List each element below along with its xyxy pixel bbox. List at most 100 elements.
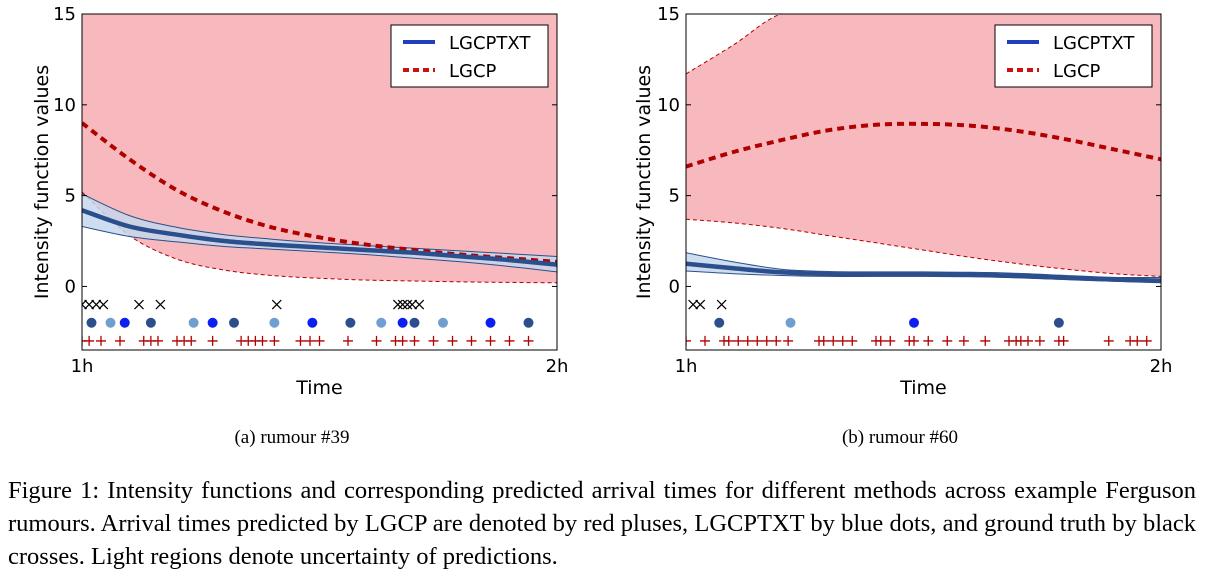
lgcp-arrival-plus	[885, 335, 896, 346]
legend-label-lgcp: LGCP	[449, 61, 497, 82]
lgcp-arrival-plus	[1132, 335, 1143, 346]
y-tick-label: 15	[657, 4, 680, 25]
lgcp-arrival-plus	[523, 335, 534, 346]
y-tick-label: 10	[53, 95, 76, 116]
legend-label-lgcp: LGCP	[1053, 61, 1101, 82]
lgcp-arrival-plus	[115, 335, 125, 346]
ground-truth-cross	[402, 299, 413, 310]
lgcptxt-arrival-dot	[207, 317, 218, 328]
y-tick-label: 5	[669, 186, 680, 207]
lgcp-arrival-plus	[783, 335, 794, 346]
y-tick-label: 10	[657, 95, 680, 116]
ground-truth-cross	[716, 299, 727, 310]
lgcp-arrival-plus	[752, 335, 763, 346]
lgcp-arrival-plus	[923, 335, 934, 346]
lgcp-arrival-plus	[343, 335, 353, 346]
lgcp-arrival-plus	[153, 335, 163, 346]
lgcptxt-arrival-dot	[438, 317, 448, 328]
lgcp-lower-bound	[82, 191, 557, 284]
lgcptxt-arrival-dot	[397, 317, 408, 328]
lgcp-arrival-plus	[686, 335, 691, 346]
legend-box	[994, 24, 1153, 88]
lgcptxt-arrival-dot	[105, 317, 116, 328]
ground-truth-cross	[82, 299, 87, 310]
lgcp-arrival-plus	[428, 335, 439, 346]
lgcptxt-arrival-dot	[345, 317, 356, 328]
lgcptxt-arrival-dot	[86, 317, 97, 328]
ground-truth-cross	[695, 299, 706, 310]
figure: 0 5 10 15 1h 2h Time Intensity function values L…	[31, 4, 1172, 448]
lgcp-arrival-plus	[958, 335, 969, 346]
lgcp-arrival-plus	[485, 335, 496, 346]
ground-truth-cross	[414, 299, 425, 310]
lgcp-arrival-plus	[314, 335, 325, 346]
lgcp-arrival-plus	[742, 335, 753, 346]
ground-truth-cross	[392, 299, 403, 310]
lgcp-arrival-plus	[818, 335, 829, 346]
chart-panel-1: 0 5 10 15 1h 2h Time Intensity function values L…	[31, 4, 568, 448]
legend-box	[390, 24, 549, 88]
lgcp-arrival-plus	[980, 335, 991, 346]
lgcptxt-arrival-dot	[485, 317, 496, 328]
lgcptxt-series-line	[686, 261, 1161, 283]
lgcptxt-arrival-dot	[229, 317, 239, 328]
lgcp-arrival-plus	[733, 335, 744, 346]
lgcp-series-line	[686, 121, 1161, 169]
lgcp-arrival-plus	[1023, 335, 1033, 346]
lgcp-arrival-plus	[1034, 335, 1045, 346]
axes-frame	[81, 13, 558, 351]
lgcp-arrival-plus	[761, 335, 772, 346]
lgcptxt-arrival-dot	[188, 317, 199, 328]
ground-truth-cross	[134, 299, 144, 310]
lgcp-arrival-plus	[447, 335, 458, 346]
lgcp-arrival-plus	[771, 335, 782, 346]
lgcptxt-arrival-dot	[145, 317, 156, 328]
lgcp-arrival-plus	[305, 335, 315, 346]
lgcp-arrival-plus	[1141, 335, 1152, 346]
lgcp-arrival-plus	[96, 335, 106, 346]
figure-caption: Figure 1: Intensity functions and corres…	[8, 477, 1196, 570]
lgcp-arrival-plus	[84, 335, 95, 346]
ground-truth-cross	[271, 299, 282, 310]
x-tick-label: 2h	[1150, 356, 1173, 377]
x-tick-label: 2h	[546, 356, 569, 377]
lgcp-arrival-plus	[186, 335, 197, 346]
x-tick-label: 1h	[71, 356, 94, 377]
lgcp-arrival-plus	[1058, 335, 1069, 346]
lgcptxt-arrival-dot	[909, 317, 919, 328]
lgcp-arrival-plus	[504, 335, 515, 346]
lgcptxt-arrival-dot	[714, 317, 725, 328]
lgcp-arrival-plus	[409, 335, 420, 346]
y-tick-label: 0	[65, 276, 76, 297]
x-tick-label: 1h	[675, 356, 698, 377]
ground-truth-cross	[91, 299, 102, 310]
lgcp-arrival-plus	[257, 335, 268, 346]
ground-truth-cross	[84, 299, 95, 310]
y-axis-label: Intensity function values	[633, 65, 655, 299]
lgcp-arrival-plus	[269, 335, 280, 346]
lgcptxt-arrival-dot	[119, 317, 130, 328]
lgcp-arrival-plus	[295, 335, 306, 346]
lgcp-arrival-plus	[700, 335, 710, 346]
lgcptxt-arrival-dot	[523, 317, 534, 328]
lgcptxt-arrival-dot	[409, 317, 420, 328]
lgcp-arrival-plus	[466, 335, 477, 346]
axes-frame	[685, 13, 1162, 351]
chart-panel-2: 0 5 10 15 1h 2h Time Intensity function values L…	[633, 4, 1172, 448]
x-axis-label: Time	[899, 377, 947, 399]
lgcptxt-arrival-dot	[307, 317, 318, 328]
lgcp-arrival-plus	[723, 335, 734, 346]
lgcp-arrival-plus	[837, 335, 848, 346]
ground-truth-cross	[397, 299, 408, 310]
y-axis-label: Intensity function values	[31, 65, 53, 299]
lgcp-arrival-plus	[207, 335, 218, 346]
x-axis-label: Time	[295, 377, 343, 399]
ground-truth-cross	[407, 299, 418, 310]
lgcp-arrival-plus	[397, 335, 408, 346]
y-tick-label: 5	[65, 186, 76, 207]
lgcp-lower-bound	[686, 218, 1161, 277]
ground-truth-cross	[98, 299, 109, 310]
lgcptxt-series-line	[82, 208, 557, 267]
lgcp-arrival-plus	[1103, 335, 1114, 346]
y-tick-label: 0	[669, 276, 680, 297]
